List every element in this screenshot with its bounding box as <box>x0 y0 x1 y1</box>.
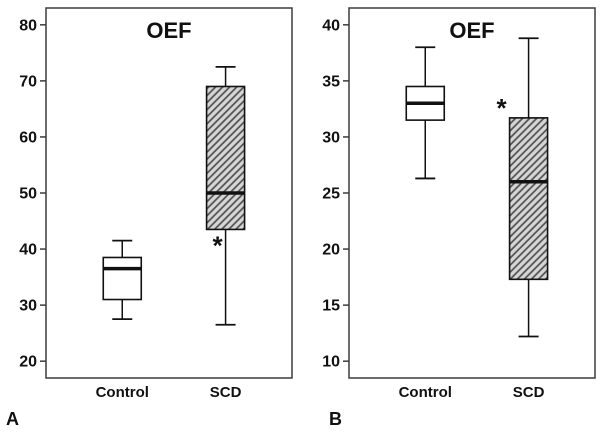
y-tick-label: 20 <box>19 354 37 371</box>
boxplot-panel-a: 20 30 40 50 60 70 80 OEF Control SCD * <box>19 7 293 401</box>
x-category-label: SCD <box>210 384 242 401</box>
y-tick-label: 80 <box>19 17 37 34</box>
x-category-label: Control <box>96 384 149 401</box>
y-tick-label: 50 <box>19 186 37 203</box>
y-tick-label: 30 <box>322 129 340 146</box>
plot-frame <box>45 7 293 379</box>
panel-a-label: A <box>6 409 19 429</box>
chart-title: OEF <box>449 18 494 43</box>
box-control <box>405 46 446 180</box>
y-tick-label: 35 <box>322 73 340 90</box>
boxplot-panel-b: 10 15 20 25 30 35 40 OEF Control SCD * <box>322 7 596 401</box>
chart-title: OEF <box>146 18 191 43</box>
significance-asterisk: * <box>497 93 508 123</box>
box-scd <box>508 37 549 338</box>
iqr-box <box>508 117 549 281</box>
y-tick-label: 30 <box>19 298 37 315</box>
significance-asterisk: * <box>213 230 224 260</box>
y-tick-label: 10 <box>322 354 340 371</box>
x-category-label: Control <box>399 384 452 401</box>
box-control <box>102 239 143 321</box>
iqr-box <box>205 85 246 231</box>
y-tick-label: 70 <box>19 73 37 90</box>
panel-b: 10 15 20 25 30 35 40 OEF Control SCD * B <box>303 2 606 428</box>
iqr-box <box>102 256 143 301</box>
y-tick-label: 40 <box>322 17 340 34</box>
panel-b-label: B <box>329 409 342 429</box>
y-tick-label: 60 <box>19 129 37 146</box>
y-tick-label: 25 <box>322 186 340 203</box>
y-tick-label: 20 <box>322 242 340 259</box>
panel-a: 20 30 40 50 60 70 80 OEF Control SCD * A <box>0 2 303 428</box>
plot-frame <box>348 7 596 379</box>
box-scd <box>205 65 246 326</box>
x-category-label: SCD <box>513 384 545 401</box>
y-tick-label: 40 <box>19 242 37 259</box>
y-tick-label: 15 <box>322 298 340 315</box>
